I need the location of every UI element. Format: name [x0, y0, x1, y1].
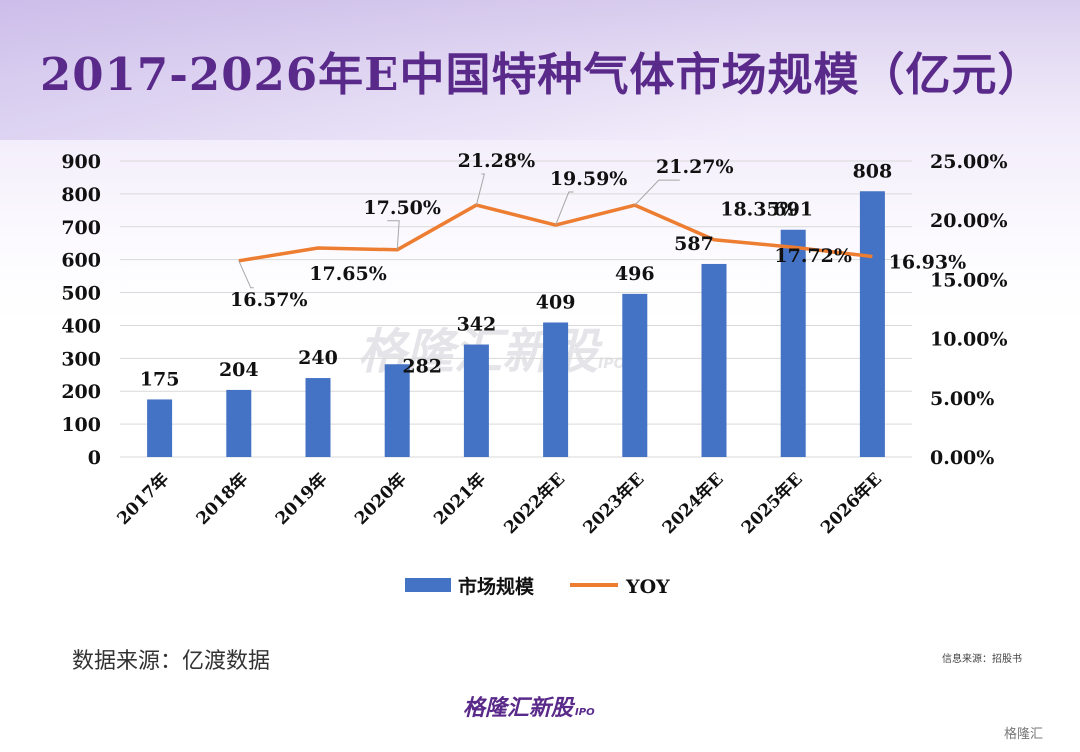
line-data-label: 17.72%: [774, 245, 852, 267]
x-tick-label: 2022年E: [500, 469, 570, 539]
x-tick-label: 2026年E: [816, 469, 886, 539]
bar-series: [147, 191, 885, 457]
bar-data-label: 240: [298, 347, 338, 369]
bar: [701, 263, 727, 457]
bar-data-label: 808: [853, 160, 893, 182]
y-tick-label: 800: [61, 184, 101, 206]
right-axis-ticks: 0.00% 5.00% 10.00% 15.00% 20.00% 25.00%: [930, 151, 1008, 469]
y-tick-label: 300: [61, 348, 101, 370]
line-data-label: 19.59%: [550, 168, 628, 190]
y-tick-label: 200: [61, 381, 101, 403]
logo: 格隆汇新股 IPO: [463, 690, 595, 722]
bar-data-label: 175: [140, 368, 180, 390]
corner-badge: 格隆汇: [1004, 727, 1044, 742]
x-tick-label: 2024年E: [658, 469, 728, 539]
bar: [543, 322, 569, 457]
info-source: 信息来源：招股书: [942, 654, 1022, 665]
legend-label-bar: 市场规模: [458, 575, 535, 598]
bar-data-label: 342: [457, 314, 497, 336]
bar-data-labels: 175 204 240 282 342 409 496 587 691 808: [140, 160, 892, 390]
line-data-label: 17.65%: [309, 263, 387, 285]
y-tick-label: 500: [61, 283, 101, 305]
logo-text: 格隆汇新股: [463, 696, 574, 721]
x-tick-label: 2023年E: [579, 469, 649, 539]
line-data-label: 16.57%: [230, 289, 308, 311]
chart: 0 100 200 300 400 500 600 700 800 900 0.00% 5.00% 1…: [61, 150, 1008, 598]
bar-data-label: 409: [536, 291, 576, 313]
x-tick-label: 2021年: [430, 469, 490, 529]
x-axis-ticks: 2017年 2018年 2019年 2020年 2021年 2022年E 2023年E 202…: [113, 469, 886, 539]
legend-swatch-bar: [405, 578, 451, 592]
y-tick-label: 100: [61, 414, 101, 436]
line-data-label: 21.28%: [458, 150, 536, 172]
left-axis-ticks: 0 100 200 300 400 500 600 700 800 900: [61, 151, 101, 469]
x-tick-label: 2019年: [271, 469, 331, 529]
y-tick-label: 0: [88, 447, 101, 469]
bar-data-label: 691: [773, 199, 813, 221]
leader-line: [238, 260, 254, 289]
bar-data-label: 282: [402, 355, 442, 377]
legend-label-line: YOY: [625, 576, 670, 598]
leader-line: [555, 191, 574, 226]
bar: [463, 344, 489, 457]
bar: [780, 229, 806, 457]
bar-data-label: 587: [674, 233, 714, 255]
x-tick-label: 2018年: [192, 469, 252, 529]
leader-line: [634, 179, 680, 206]
y-tick-label: 600: [61, 250, 101, 272]
y2-tick-label: 20.00%: [930, 210, 1008, 232]
line-data-label: 16.93%: [889, 252, 967, 274]
line-data-label: 17.50%: [363, 197, 441, 219]
y-tick-label: 400: [61, 315, 101, 337]
chart-title: 2017-2026年E中国特种气体市场规模（亿元）: [40, 48, 1044, 101]
x-tick-label: 2020年: [350, 469, 410, 529]
logo-suffix: IPO: [575, 707, 595, 718]
line-data-label: 21.27%: [656, 156, 734, 178]
y2-tick-label: 25.00%: [930, 151, 1008, 173]
x-tick-label: 2025年E: [737, 469, 807, 539]
bar: [622, 293, 648, 457]
bar: [859, 191, 885, 457]
bar-data-label: 204: [219, 359, 259, 381]
grid-lines: [120, 160, 912, 458]
bar: [384, 364, 410, 457]
bar: [226, 389, 252, 457]
bar-data-label: 496: [615, 263, 655, 285]
legend: 市场规模 YOY: [405, 575, 670, 598]
leader-line: [475, 173, 486, 206]
line-data-labels: 16.57%17.65% 17.50% 21.28% 19.59% 21.27% 18.3…: [230, 150, 966, 311]
bar: [147, 399, 173, 457]
y2-tick-label: 5.00%: [930, 388, 994, 410]
leader-line: [387, 220, 400, 250]
y-tick-label: 900: [61, 151, 101, 173]
watermark-suffix: IPO: [598, 356, 626, 372]
y2-tick-label: 0.00%: [930, 447, 994, 469]
bar: [305, 378, 331, 457]
y-tick-label: 700: [61, 217, 101, 239]
data-source: 数据来源：亿渡数据: [72, 649, 271, 674]
x-tick-label: 2017年: [113, 469, 173, 529]
line-data-label: 18.35%: [720, 199, 798, 221]
y2-tick-label: 15.00%: [930, 269, 1008, 291]
y2-tick-label: 10.00%: [930, 329, 1008, 351]
background-band: [0, 0, 1080, 140]
